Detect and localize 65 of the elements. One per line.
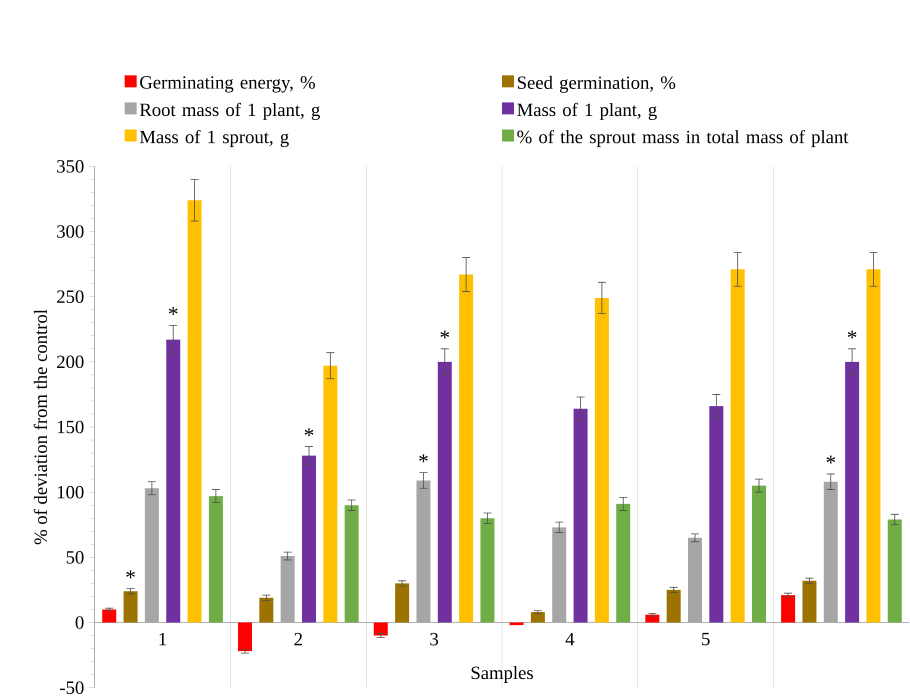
x-tick-label: 5	[702, 632, 710, 646]
legend-label: Mass of 1 sprout, g	[140, 130, 289, 148]
bar	[188, 200, 202, 622]
y-tick-label: 350	[57, 160, 84, 173]
bar	[238, 622, 252, 652]
bar	[144, 488, 159, 622]
bar	[323, 366, 338, 622]
x-tick-label: 1	[160, 632, 166, 646]
y-tick-label: -50	[60, 681, 84, 694]
bar	[302, 456, 316, 622]
x-tick-label: 2	[294, 632, 302, 646]
x-tick-label: 3	[430, 632, 438, 646]
bar	[280, 556, 295, 622]
bar	[730, 269, 745, 622]
bar	[752, 486, 766, 622]
bar	[709, 406, 724, 622]
bar	[530, 612, 545, 622]
bar	[802, 580, 816, 622]
legend-label: Germinating energy, %	[140, 76, 315, 93]
bar	[395, 583, 410, 622]
bar	[124, 591, 138, 622]
bar	[824, 482, 838, 622]
y-tick-label: 100	[58, 486, 84, 498]
y-tick-label: 150	[58, 420, 84, 434]
data-label: *	[126, 570, 135, 578]
bar	[416, 480, 430, 622]
x-tick-label: 4	[566, 632, 574, 646]
bar	[102, 609, 116, 622]
bar	[645, 614, 660, 622]
data-label: *	[168, 307, 178, 315]
bar	[594, 298, 609, 622]
y-tick-label: 250	[57, 290, 84, 303]
data-label: *	[440, 330, 450, 338]
legend-label: % of the sprout mass in total mass of plant	[517, 130, 848, 148]
bar	[552, 527, 566, 622]
x-axis-title: Samples	[472, 666, 533, 683]
bar	[510, 622, 524, 626]
bar	[259, 598, 274, 622]
y-tick-label: 200	[57, 356, 84, 368]
bar	[845, 362, 860, 622]
bar	[459, 274, 474, 622]
bar	[574, 408, 588, 622]
data-label: *	[304, 428, 314, 436]
bar	[480, 518, 494, 622]
bar	[344, 505, 359, 622]
bar	[688, 538, 702, 622]
bar	[888, 520, 902, 622]
bar	[866, 269, 880, 622]
bar	[374, 622, 388, 636]
y-tick-label: 50	[66, 551, 84, 564]
y-tick-label: 0	[76, 616, 84, 629]
legend-label: Seed germination, %	[518, 76, 676, 93]
y-axis-title: % of deviation from the control	[34, 309, 48, 544]
y-tick-label: 300	[57, 225, 84, 238]
bar	[438, 362, 452, 622]
legend-label: Root mass of 1 plant, g	[140, 102, 320, 120]
bar	[616, 504, 630, 622]
bar	[166, 340, 180, 622]
bar	[666, 590, 681, 622]
data-label: *	[419, 454, 428, 462]
bar	[781, 595, 796, 622]
legend-label: Mass of 1 plant, g	[517, 102, 657, 120]
data-label: *	[848, 330, 856, 338]
data-label: *	[826, 456, 836, 464]
bar	[208, 496, 223, 622]
